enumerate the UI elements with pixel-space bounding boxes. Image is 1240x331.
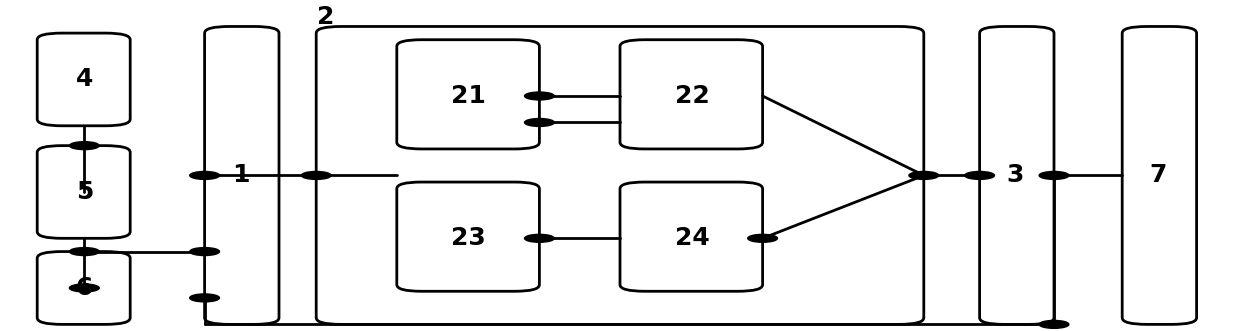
Text: 22: 22 (675, 84, 709, 108)
Text: 5: 5 (76, 180, 93, 204)
Text: 23: 23 (451, 226, 486, 250)
Circle shape (301, 171, 331, 179)
FancyBboxPatch shape (980, 26, 1054, 324)
FancyBboxPatch shape (397, 40, 539, 149)
Circle shape (190, 248, 219, 256)
Text: 3: 3 (1007, 164, 1024, 187)
Circle shape (190, 171, 219, 179)
Circle shape (69, 248, 99, 256)
Circle shape (190, 294, 219, 302)
FancyBboxPatch shape (620, 182, 763, 291)
Circle shape (748, 234, 777, 242)
FancyBboxPatch shape (37, 146, 130, 238)
Circle shape (69, 284, 99, 292)
FancyBboxPatch shape (397, 182, 539, 291)
Text: 24: 24 (675, 226, 709, 250)
Circle shape (525, 92, 554, 100)
Circle shape (525, 118, 554, 126)
Text: 2: 2 (317, 5, 335, 28)
FancyBboxPatch shape (205, 26, 279, 324)
FancyBboxPatch shape (37, 252, 130, 324)
FancyBboxPatch shape (620, 40, 763, 149)
Text: 21: 21 (451, 84, 486, 108)
Text: 1: 1 (232, 164, 249, 187)
Text: 4: 4 (76, 68, 93, 91)
Text: 6: 6 (76, 276, 93, 300)
FancyBboxPatch shape (316, 26, 924, 324)
Circle shape (965, 171, 994, 179)
FancyBboxPatch shape (37, 33, 130, 126)
Circle shape (1039, 171, 1069, 179)
Circle shape (525, 234, 554, 242)
Circle shape (909, 171, 939, 179)
Circle shape (69, 142, 99, 150)
Text: 7: 7 (1149, 164, 1167, 187)
Circle shape (1039, 320, 1069, 328)
FancyBboxPatch shape (1122, 26, 1197, 324)
